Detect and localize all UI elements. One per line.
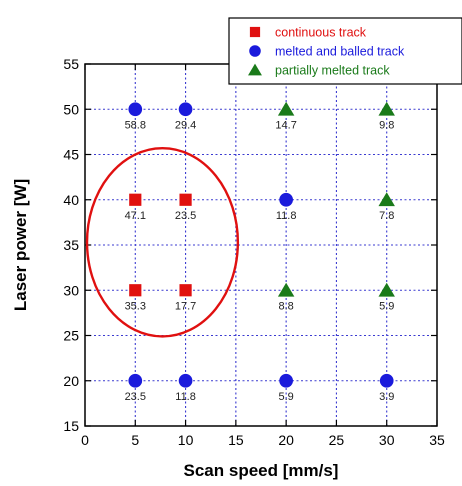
data-point-label: 5.9 <box>278 391 293 403</box>
data-point-triangle <box>277 282 295 297</box>
data-point-triangle <box>378 192 395 207</box>
x-tick-label: 30 <box>379 432 395 448</box>
legend-marker-circle <box>249 45 261 57</box>
legend-label: partially melted track <box>275 64 390 78</box>
data-point-label: 9.8 <box>379 119 394 131</box>
data-point-circle <box>379 373 394 388</box>
data-point-label: 23.5 <box>175 210 196 222</box>
y-tick-label: 35 <box>63 237 79 253</box>
data-point-label: 35.3 <box>125 300 146 312</box>
data-point-circle <box>128 373 143 388</box>
data-point-circle <box>178 102 193 117</box>
data-point-label: 8.8 <box>278 300 293 312</box>
data-point-label: 11.8 <box>276 210 297 222</box>
data-point-square <box>178 283 193 298</box>
data-point-triangle <box>378 282 395 297</box>
legend-marker-triangle <box>248 63 262 76</box>
x-tick-label: 5 <box>131 432 139 448</box>
legend-label: melted and balled track <box>275 45 405 59</box>
data-points: 47.1 23.5 35.3 17.7 58.8 29.4 11.8 23.5 11.8 5.9 3… <box>125 101 395 403</box>
data-point-square <box>128 283 143 298</box>
data-point-square <box>178 192 193 207</box>
data-point-label: 29.4 <box>175 119 196 131</box>
data-point-circle <box>178 373 193 388</box>
data-point-label: 11.8 <box>175 391 196 403</box>
data-point-label: 23.5 <box>125 391 146 403</box>
data-point-label: 7.8 <box>379 210 394 222</box>
data-point-circle <box>279 373 293 388</box>
legend-marker-square <box>249 26 261 38</box>
data-point-label: 5.9 <box>379 300 394 312</box>
x-tick-label: 0 <box>81 432 89 448</box>
legend: continuous track melted and balled track p… <box>228 17 462 85</box>
y-tick-label: 15 <box>63 418 79 434</box>
y-tick-label: 45 <box>63 147 79 163</box>
y-tick-label: 50 <box>63 101 79 117</box>
data-point-circle <box>128 102 143 117</box>
data-point-triangle <box>277 101 295 116</box>
x-tick-label: 25 <box>329 432 345 448</box>
legend-box <box>228 17 462 85</box>
y-tick-label: 55 <box>63 56 79 72</box>
data-point-label: 58.8 <box>125 119 146 131</box>
data-point-label: 17.7 <box>175 300 196 312</box>
legend-label: continuous track <box>275 26 367 40</box>
y-tick-label: 25 <box>63 328 79 344</box>
grid-lines <box>85 64 437 426</box>
data-point-label: 14.7 <box>275 119 296 131</box>
axis-ticks: 0 5 10 15 20 25 30 35 15 20 25 30 35 40 45 50 55 <box>63 56 445 448</box>
x-tick-label: 15 <box>228 432 244 448</box>
x-axis-label: Scan speed [mm/s] <box>184 461 339 480</box>
data-point-circle <box>279 192 293 207</box>
data-point-label: 47.1 <box>125 210 146 222</box>
y-axis-label: Laser power [W] <box>11 179 30 311</box>
x-tick-label: 20 <box>278 432 294 448</box>
data-point-label: 3.9 <box>379 391 394 403</box>
annotations <box>85 146 240 338</box>
highlight-ellipse <box>85 146 240 338</box>
x-tick-label: 10 <box>178 432 194 448</box>
data-point-square <box>128 192 143 207</box>
y-tick-label: 40 <box>63 192 79 208</box>
x-tick-label: 35 <box>429 432 445 448</box>
y-tick-label: 20 <box>63 373 79 389</box>
y-tick-label: 30 <box>63 282 79 298</box>
data-point-triangle <box>378 101 395 116</box>
